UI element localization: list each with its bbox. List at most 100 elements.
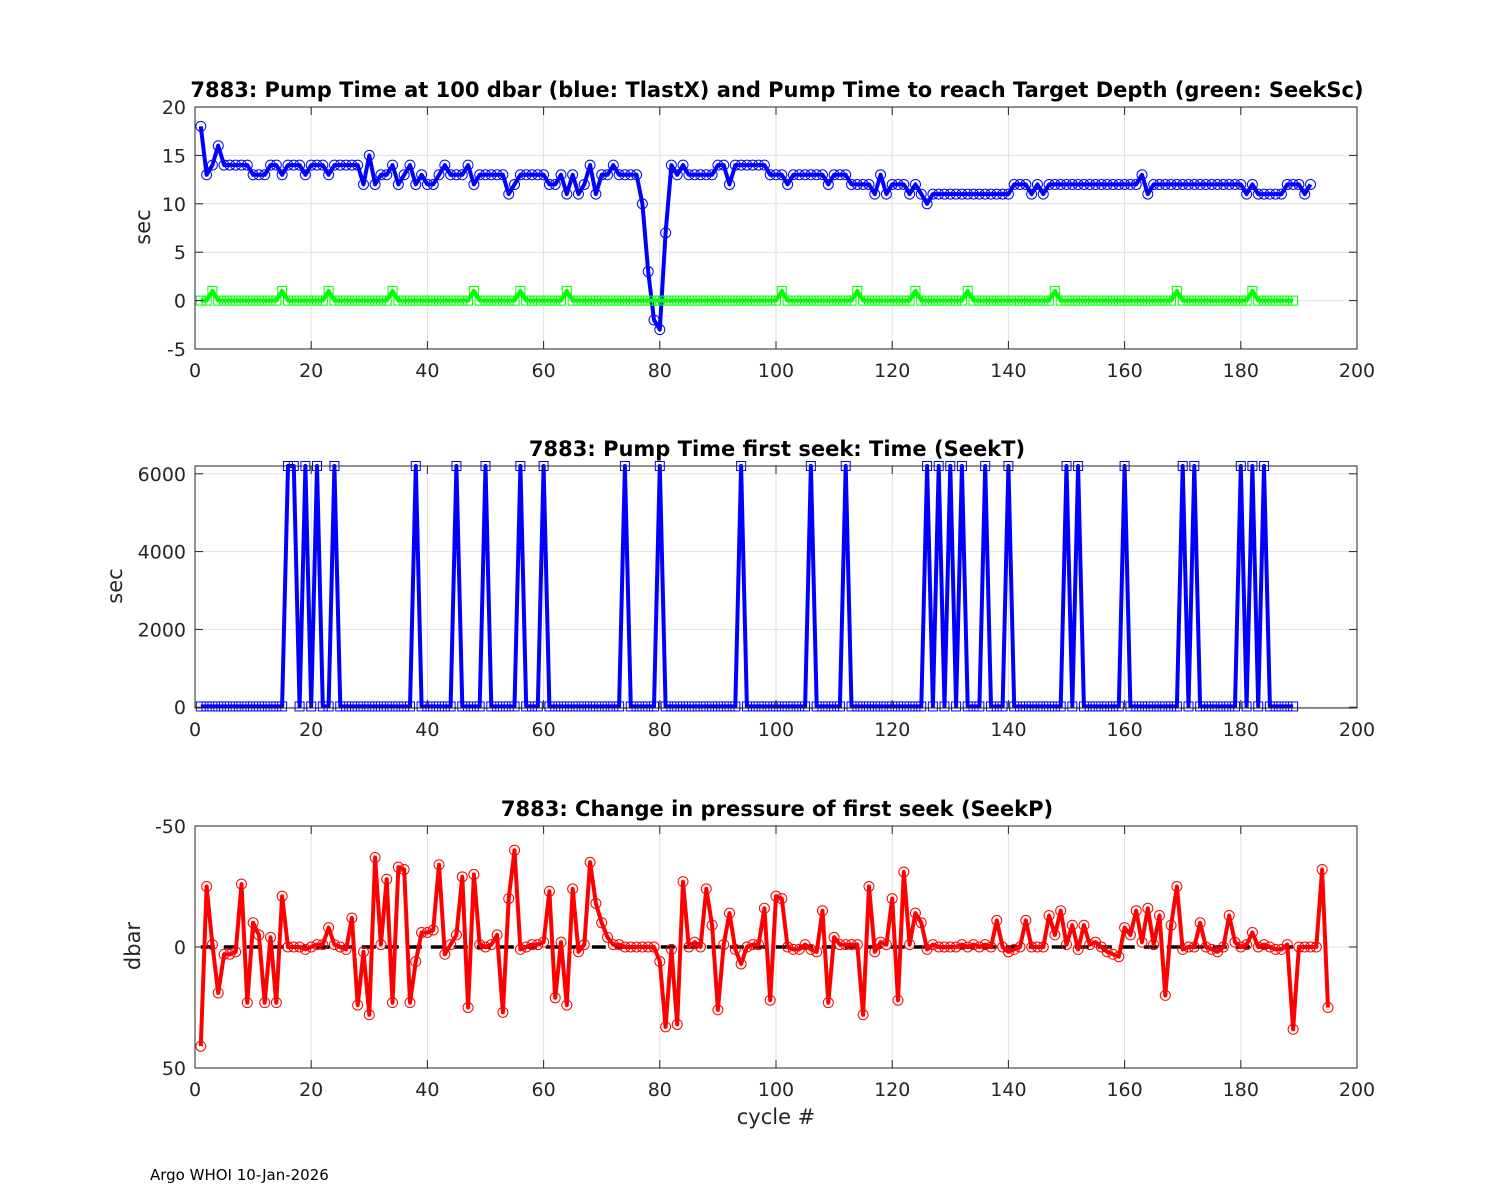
seekp-point: [706, 919, 718, 931]
tlastx-point: [1223, 178, 1235, 190]
seekp-point: [1136, 936, 1148, 948]
y-tick-label: 4000: [138, 542, 186, 564]
seekp-point: [485, 939, 497, 951]
tlastx-point: [636, 198, 648, 210]
seeksc-point: [341, 295, 352, 306]
pump-time-title: 7883: Pump Time at 100 dbar (blue: Tlast…: [190, 78, 1363, 102]
seekt-point: [532, 701, 543, 712]
seekt-point: [643, 701, 654, 712]
seekp-point: [1270, 943, 1282, 955]
seeksc-point: [364, 295, 375, 306]
seekp-point: [607, 939, 619, 951]
tlastx-point: [1031, 178, 1043, 190]
tlastx-point: [1037, 188, 1049, 200]
tlastx-point: [1002, 188, 1014, 200]
seekt-point: [370, 701, 381, 712]
tlastx-point: [1090, 178, 1102, 190]
seekp-point: [410, 956, 422, 968]
seekt-point: [788, 701, 799, 712]
seeksc-point: [974, 295, 985, 306]
seekp-point: [1177, 943, 1189, 955]
seeksc-point: [393, 295, 404, 306]
seekp-point: [642, 941, 654, 953]
x-tick-label: 180: [1223, 360, 1259, 382]
tlastx-point: [468, 178, 480, 190]
seeksc-point: [468, 285, 479, 296]
seekt-point: [712, 701, 723, 712]
tlastx-point: [956, 188, 968, 200]
seeksc-point: [1003, 295, 1014, 306]
tlastx-point: [305, 159, 317, 171]
tlastx-point: [195, 120, 207, 132]
seekp-point: [561, 999, 573, 1011]
seekt-point: [1229, 701, 1240, 712]
seekp-point: [1043, 910, 1055, 922]
tlastx-point: [323, 169, 335, 181]
tlastx-point: [363, 149, 375, 161]
seeksc-point: [1206, 295, 1217, 306]
tlastx-point: [398, 169, 410, 181]
seeksc-point: [741, 295, 752, 306]
seekp-point: [747, 939, 759, 951]
seekp-point: [904, 939, 916, 951]
seekp-point: [352, 999, 364, 1011]
seeksc-point: [666, 295, 677, 306]
seekt-point: [486, 701, 497, 712]
tlastx-point: [1246, 178, 1258, 190]
seekp-point: [1119, 922, 1131, 934]
seekp-point: [590, 897, 602, 909]
tlastx-point: [758, 159, 770, 171]
seekt-point: [939, 701, 950, 712]
tlastx-point: [840, 169, 852, 181]
tlastx-point: [1171, 178, 1183, 190]
seekt-point: [974, 701, 985, 712]
seeksc-point: [765, 295, 776, 306]
seeksc-point: [242, 295, 253, 306]
seekt-point: [1195, 701, 1206, 712]
tlastx-point: [1299, 188, 1311, 200]
seeksc-point: [707, 295, 718, 306]
seeksc-point: [898, 295, 909, 306]
seekp-point: [392, 861, 404, 873]
tlastx-point: [485, 169, 497, 181]
seeksc-point: [480, 295, 491, 306]
x-tick-label: 100: [758, 1079, 794, 1101]
tlastx-point: [224, 159, 236, 171]
seekt-point: [1015, 701, 1026, 712]
tlastx-point: [201, 169, 213, 181]
seeksc-point: [492, 295, 503, 306]
seeksc-point: [858, 295, 869, 306]
seeksc-point: [590, 295, 601, 306]
seekt-point: [985, 701, 996, 712]
tlastx-point: [764, 169, 776, 181]
seekp-point: [724, 907, 736, 919]
seekt-point: [893, 701, 904, 712]
seeksc-point: [1189, 295, 1200, 306]
seekp-point: [1322, 1002, 1334, 1013]
seekt-point: [503, 701, 514, 712]
tlastx-point: [1281, 178, 1293, 190]
seekt-point: [1020, 701, 1031, 712]
seekp-point: [875, 936, 887, 948]
seekp-point: [1171, 881, 1183, 892]
seeksc-point: [1241, 295, 1252, 306]
seeksc-point: [1154, 295, 1165, 306]
seekp-point: [1241, 939, 1253, 951]
tlastx-point: [927, 188, 939, 200]
seeksc-point: [840, 295, 851, 306]
seekp-point: [1159, 989, 1171, 1001]
x-tick-label: 160: [1106, 360, 1142, 382]
seek-pressure-ylabel: dbar: [121, 922, 145, 971]
seekp-point: [317, 939, 329, 951]
seeksc-point: [404, 295, 415, 306]
seekt-point: [346, 701, 357, 712]
seeksc-point: [852, 285, 863, 296]
seekt-point: [492, 701, 503, 712]
seeksc-point: [1020, 295, 1031, 306]
seeksc-point: [1166, 295, 1177, 306]
seekp-point: [660, 1021, 672, 1033]
seekp-point: [1002, 946, 1014, 958]
seekt-point: [341, 701, 352, 712]
tlastx-point: [904, 188, 916, 200]
y-tick-label: 0: [174, 697, 186, 719]
